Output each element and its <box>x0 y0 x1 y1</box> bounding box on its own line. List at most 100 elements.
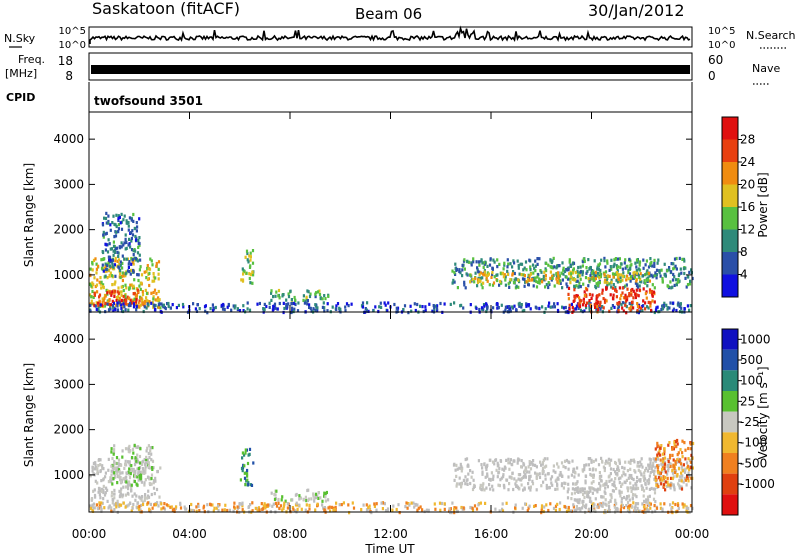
scatter-cell <box>453 508 456 512</box>
scatter-cell <box>482 261 486 265</box>
scatter-cell <box>102 299 105 303</box>
scatter-cell <box>465 457 469 461</box>
scatter-cell <box>648 279 651 283</box>
colorbar-segment <box>722 453 738 474</box>
scatter-cell <box>557 465 560 469</box>
scatter-cell <box>456 509 459 513</box>
scatter-cell <box>683 468 686 472</box>
scatter-cell <box>651 283 654 287</box>
scatter-cell <box>540 463 543 467</box>
scatter-cell <box>582 297 585 301</box>
scatter-cell <box>673 275 676 279</box>
scatter-cell <box>501 467 504 471</box>
scatter-cell <box>209 503 212 507</box>
scatter-cell <box>621 278 624 282</box>
scatter-cell <box>140 462 143 466</box>
scatter-cell <box>540 270 543 274</box>
scatter-cell <box>677 301 680 305</box>
scatter-cell <box>642 475 645 479</box>
scatter-cell <box>601 504 604 508</box>
scatter-cell <box>592 480 595 484</box>
scatter-cell <box>581 469 585 473</box>
scatter-cell <box>520 305 523 309</box>
scatter-cell <box>122 501 125 505</box>
scatter-cell <box>227 303 230 307</box>
scatter-cell <box>685 461 689 465</box>
scatter-cell <box>251 281 254 285</box>
scatter-cell <box>119 478 122 482</box>
scatter-cell <box>366 301 369 305</box>
scatter-cell <box>135 229 138 233</box>
scatter-cell <box>118 266 121 270</box>
scatter-cell <box>463 267 466 271</box>
scatter-cell <box>137 290 140 294</box>
scatter-cell <box>509 458 512 462</box>
scatter-cell <box>94 479 97 483</box>
scatter-cell <box>519 473 522 477</box>
scatter-cell <box>131 258 134 262</box>
scatter-cell <box>602 306 605 310</box>
scatter-cell <box>630 293 633 297</box>
scatter-region <box>566 486 657 514</box>
scatter-cell <box>472 478 475 482</box>
scatter-cell <box>636 502 640 506</box>
scatter-cell <box>491 272 494 277</box>
scatter-cell <box>268 503 271 507</box>
scatter-cell <box>308 294 312 299</box>
scatter-cell <box>563 269 567 273</box>
scatter-cell <box>529 268 532 272</box>
scatter-cell <box>604 298 607 302</box>
scatter-cell <box>481 470 484 474</box>
scatter-cell <box>281 495 284 499</box>
scatter-cell <box>485 276 488 280</box>
scatter-cell <box>605 459 608 463</box>
scatter-cell <box>275 290 278 294</box>
scatter-cell <box>507 457 510 461</box>
scatter-cell <box>621 482 624 486</box>
scatter-cell <box>90 284 93 288</box>
scatter-cell <box>97 486 101 490</box>
scatter-cell <box>594 468 597 472</box>
scatter-cell <box>555 275 558 279</box>
scatter-cell <box>117 286 120 290</box>
scatter-cell <box>92 489 95 493</box>
scatter-cell <box>662 462 665 466</box>
scatter-cell <box>579 285 582 289</box>
scatter-cell <box>585 503 588 507</box>
scatter-cell <box>92 472 95 476</box>
scatter-cell <box>138 268 141 272</box>
scatter-cell <box>120 227 124 231</box>
scatter-cell <box>164 307 167 311</box>
scatter-cell <box>246 478 249 482</box>
scatter-cell <box>113 448 116 452</box>
scatter-cell <box>600 258 603 262</box>
scatter-cell <box>273 493 276 497</box>
scatter-cell <box>99 463 102 467</box>
scatter-cell <box>608 309 611 313</box>
scatter-cell <box>271 504 274 508</box>
scatter-cell <box>115 224 118 229</box>
scatter-cell <box>247 453 250 457</box>
scatter-cell <box>209 307 212 311</box>
scatter-cell <box>470 475 473 479</box>
scatter-cell <box>605 503 608 507</box>
scatter-cell <box>636 475 639 480</box>
scatter-cell <box>304 495 307 499</box>
scatter-cell <box>520 483 523 487</box>
scatter-cell <box>581 506 584 510</box>
scatter-cell <box>111 290 114 294</box>
scatter-cell <box>309 306 312 310</box>
scatter-cell <box>130 262 133 266</box>
scatter-cell <box>567 487 570 491</box>
scatter-cell <box>607 501 610 505</box>
scatter-cell <box>689 447 692 451</box>
scatter-cell <box>623 296 627 300</box>
scatter-cell <box>432 304 435 308</box>
scatter-cell <box>249 255 252 259</box>
scatter-cell <box>659 471 662 475</box>
scatter-cell <box>563 505 567 509</box>
scatter-cell <box>663 460 666 464</box>
scatter-cell <box>143 471 146 475</box>
scatter-cell <box>484 260 487 264</box>
